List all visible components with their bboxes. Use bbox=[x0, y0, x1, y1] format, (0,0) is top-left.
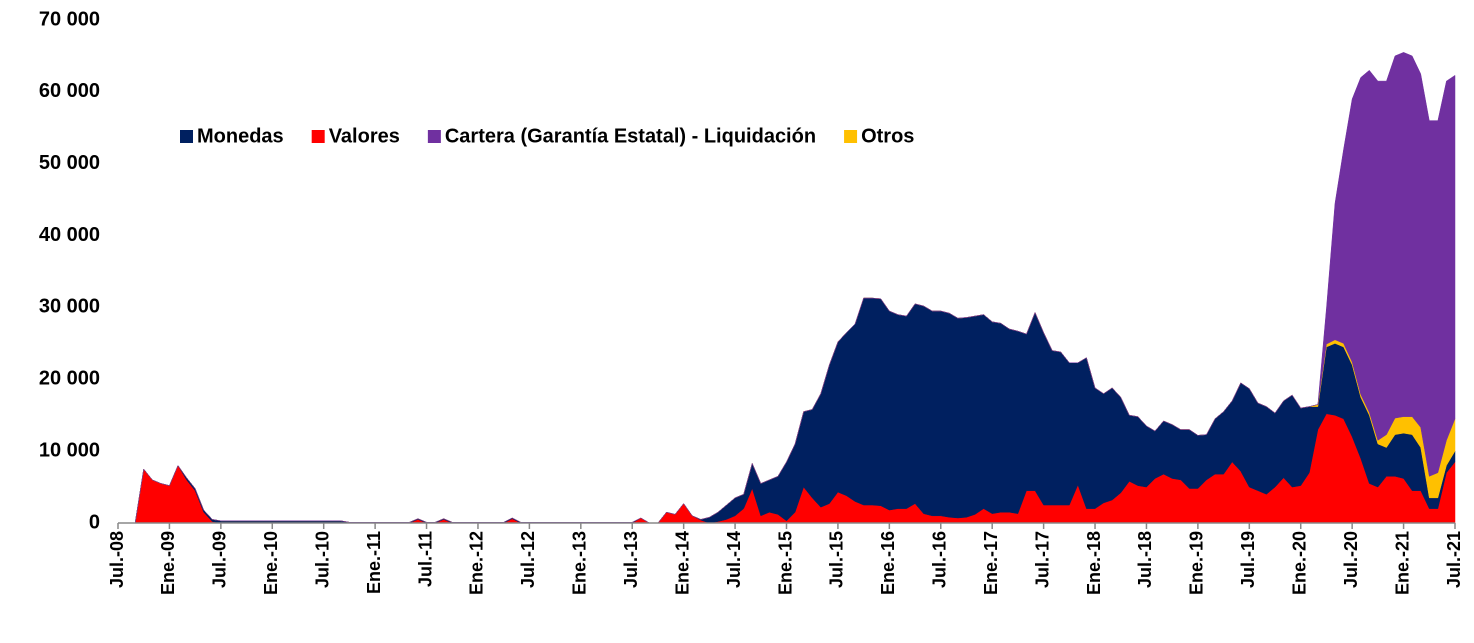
x-tick-label: Jul.-08 bbox=[107, 531, 127, 588]
legend-label: Valores bbox=[329, 125, 400, 147]
x-tick-label: Ene.-18 bbox=[1084, 531, 1104, 595]
x-tick-label: Ene.-19 bbox=[1187, 531, 1207, 595]
legend-label: Otros bbox=[861, 125, 914, 147]
x-tick-label: Ene.-09 bbox=[158, 531, 178, 595]
y-tick-label: 10 000 bbox=[39, 439, 100, 461]
legend-swatch bbox=[844, 130, 858, 143]
y-tick-label: 70 000 bbox=[39, 8, 100, 30]
x-tick-label: Ene.-17 bbox=[981, 531, 1001, 595]
legend-item: Monedas bbox=[180, 125, 284, 147]
y-tick-label: 20 000 bbox=[39, 368, 100, 390]
y-tick-label: 40 000 bbox=[39, 224, 100, 246]
legend-item: Otros bbox=[844, 125, 914, 147]
x-tick-label: Jul.-15 bbox=[827, 531, 847, 588]
x-tick-label: Ene.-12 bbox=[467, 531, 487, 595]
y-tick-label: 30 000 bbox=[39, 296, 100, 318]
y-tick-label: 0 bbox=[89, 511, 100, 533]
x-tick-label: Jul.-19 bbox=[1238, 531, 1258, 588]
legend-swatch bbox=[180, 130, 193, 143]
legend-swatch bbox=[311, 130, 325, 143]
y-tick-label: 60 000 bbox=[39, 80, 100, 102]
x-tick-label: Jul.-18 bbox=[1135, 531, 1155, 588]
x-tick-label: Ene.-21 bbox=[1392, 531, 1412, 595]
area bbox=[118, 297, 1456, 524]
x-tick-label: Ene.-20 bbox=[1289, 531, 1309, 595]
x-tick-label: Ene.-13 bbox=[570, 531, 590, 595]
legend-label: Cartera (Garantía Estatal) - Liquidación bbox=[445, 125, 816, 147]
x-tick-label: Jul.-20 bbox=[1341, 531, 1361, 588]
x-tick-label: Jul.-13 bbox=[621, 531, 641, 588]
x-tick-label: Jul.-09 bbox=[210, 531, 230, 588]
y-tick-label: 50 000 bbox=[39, 152, 100, 174]
legend-item: Valores bbox=[311, 125, 400, 147]
x-tick-label: Jul.-11 bbox=[415, 531, 435, 587]
x-tick-label: Ene.-10 bbox=[261, 531, 281, 595]
x-tick-label: Jul.-14 bbox=[724, 531, 744, 588]
x-tick-label: Ene.-11 bbox=[364, 531, 384, 594]
x-tick-label: Jul.-10 bbox=[312, 531, 332, 588]
x-tick-label: Ene.-16 bbox=[878, 531, 898, 595]
x-tick-label: Jul.-21 bbox=[1444, 531, 1464, 588]
x-tick-label: Ene.-15 bbox=[775, 531, 795, 595]
legend-label: Monedas bbox=[197, 125, 284, 147]
x-tick-label: Jul.-12 bbox=[518, 531, 538, 588]
legend-swatch bbox=[427, 130, 441, 143]
x-tick-label: Ene.-14 bbox=[672, 531, 692, 595]
x-tick-label: Jul.-17 bbox=[1032, 531, 1052, 588]
legend-item: Cartera (Garantía Estatal) - Liquidación bbox=[427, 125, 816, 147]
x-tick-label: Jul.-16 bbox=[930, 531, 950, 588]
